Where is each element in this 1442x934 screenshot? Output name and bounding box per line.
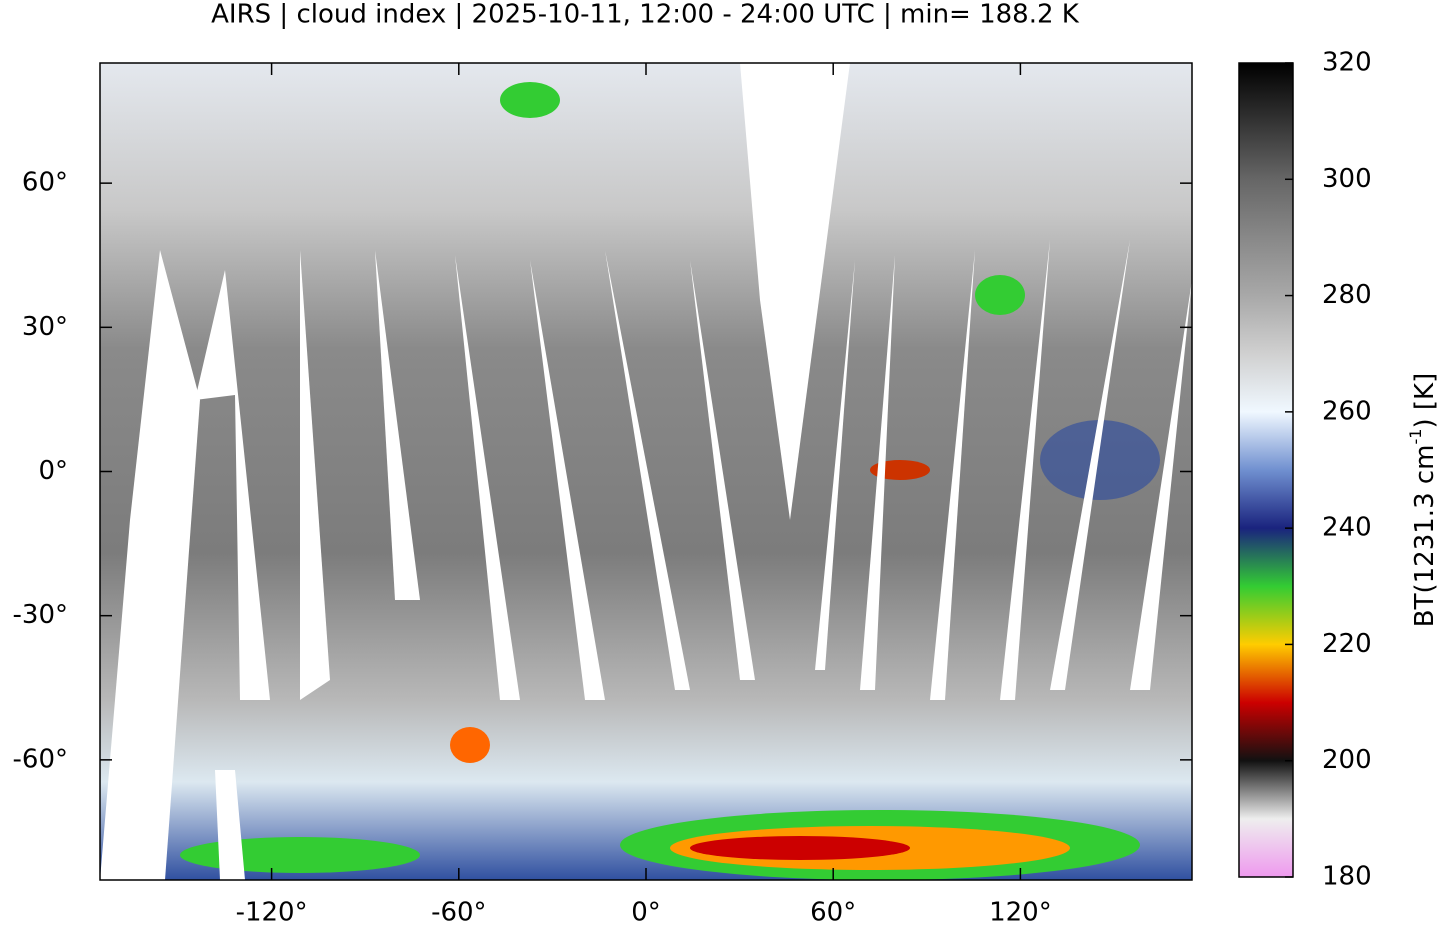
- colorbar: [1238, 62, 1294, 878]
- cold-cloud: [1040, 420, 1160, 500]
- y-tick-label: 30°: [22, 312, 68, 342]
- colorbar-label-base: BT(1231.3 cm: [1410, 444, 1440, 627]
- colorbar-tick-label: 260: [1322, 396, 1372, 426]
- x-tick-label: -60°: [431, 898, 486, 928]
- swath-gap: [815, 260, 855, 670]
- swath-gap: [215, 770, 245, 880]
- colorbar-tick-label: 240: [1322, 513, 1372, 543]
- colorbar-tick-label: 200: [1322, 745, 1372, 775]
- colorbar-tick-label: 280: [1322, 280, 1372, 310]
- x-tick-label: 0°: [631, 898, 661, 928]
- swath-gap: [605, 250, 690, 690]
- y-tick-label: 0°: [38, 456, 68, 486]
- swath-gap: [740, 63, 850, 520]
- cold-cloud: [450, 727, 490, 763]
- chart-title: AIRS | cloud index | 2025-10-11, 12:00 -…: [211, 0, 1080, 30]
- x-tick-label: -120°: [236, 898, 308, 928]
- swath-gap: [455, 255, 520, 700]
- y-tick-label: -60°: [13, 744, 68, 774]
- colorbar-label-sup: -1: [1406, 429, 1425, 445]
- swath-gap: [100, 250, 200, 880]
- swath-gap: [1000, 240, 1050, 700]
- swath-gap: [860, 255, 895, 690]
- colorbar-tick-label: 220: [1322, 629, 1372, 659]
- swath-gap: [930, 250, 975, 700]
- cold-cloud: [180, 837, 420, 873]
- y-tick-label: -30°: [13, 600, 68, 630]
- colorbar-label: BT(1231.3 cm-1) [K]: [1406, 373, 1440, 627]
- swath-gap: [690, 260, 755, 680]
- cold-cloud: [690, 836, 910, 860]
- cold-cloud: [500, 82, 560, 118]
- colorbar-label-tail: ) [K]: [1410, 373, 1440, 429]
- map-image: [100, 63, 1192, 880]
- swath-gap: [1130, 280, 1192, 690]
- colorbar-tick-label: 180: [1322, 862, 1372, 892]
- swath-gap: [375, 250, 420, 600]
- colorbar-tick-label: 320: [1322, 48, 1372, 78]
- x-tick-label: 120°: [989, 898, 1052, 928]
- swath-gap: [1050, 240, 1130, 690]
- colorbar-tick-label: 300: [1322, 164, 1372, 194]
- swath-gap: [530, 260, 605, 700]
- cold-cloud: [975, 275, 1025, 315]
- x-tick-label: 60°: [810, 898, 856, 928]
- y-tick-label: 60°: [22, 168, 68, 198]
- swath-gap: [195, 270, 270, 700]
- swath-gap: [300, 250, 330, 700]
